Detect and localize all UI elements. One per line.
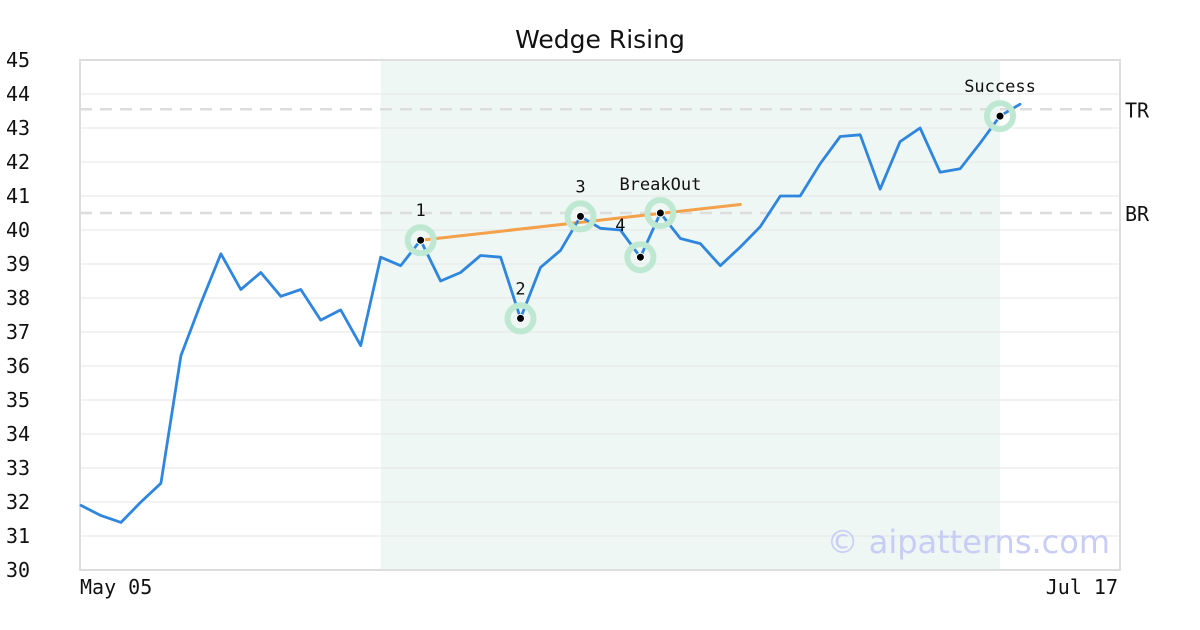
- y-tick-label: 35: [6, 388, 30, 412]
- marker-halo: [504, 302, 537, 335]
- annotation-label: BreakOut: [619, 175, 701, 195]
- y-tick-label: 31: [6, 524, 30, 548]
- marker-halo: [404, 224, 437, 257]
- y-tick-label: 33: [6, 456, 30, 480]
- marker-halo: [644, 197, 677, 229]
- annotation-label: Success: [964, 77, 1036, 97]
- watermark-text: © aipatterns.com: [827, 523, 1110, 561]
- y-tick-label: 30: [6, 558, 30, 582]
- y-tick-label: 38: [6, 286, 30, 310]
- highlight-band-layer: [380, 60, 1001, 570]
- y-tick-label: 36: [6, 354, 30, 378]
- y-tick-label: 39: [6, 252, 30, 276]
- grid-layer: [80, 93, 1120, 537]
- marker-point: [516, 313, 526, 323]
- annotation-label: 4: [615, 216, 625, 236]
- y-tick-label: 42: [6, 150, 30, 174]
- y-tick-label: 44: [6, 82, 30, 106]
- plot-frame: [79, 59, 1121, 571]
- pattern-highlight-band: [380, 60, 1001, 570]
- x-tick-labels: May 05 Jul 17: [80, 575, 1118, 599]
- annotation-label: 1: [416, 201, 426, 221]
- marker-point: [575, 211, 585, 221]
- y-tick-label: 34: [6, 422, 30, 446]
- chart-title: Wedge Rising: [515, 25, 685, 54]
- markers-layer: 1 2 3 4 BreakOut Success: [404, 77, 1036, 335]
- annotation-label: 3: [575, 177, 585, 197]
- marker-point: [416, 235, 426, 245]
- wedge-trendline: [419, 203, 742, 242]
- y-tick-label: 41: [6, 184, 30, 208]
- marker-halo: [624, 241, 657, 274]
- marker-halo: [564, 200, 597, 233]
- marker-halo: [984, 100, 1017, 133]
- reference-label-br: BR: [1125, 202, 1150, 226]
- reference-lines-layer: TR BR: [80, 98, 1150, 226]
- price-line: [79, 102, 1022, 524]
- marker-point: [655, 208, 665, 218]
- y-tick-label: 40: [6, 218, 30, 242]
- y-tick-label: 43: [6, 116, 30, 140]
- trendline-layer: [419, 203, 742, 242]
- marker-point: [995, 111, 1005, 121]
- y-tick-label: 37: [6, 320, 30, 344]
- price-line-layer: [79, 102, 1022, 524]
- x-tick-label: May 05: [80, 575, 152, 599]
- x-tick-label: Jul 17: [1046, 575, 1118, 599]
- reference-label-tr: TR: [1125, 98, 1150, 122]
- y-tick-label: 32: [6, 490, 30, 514]
- y-tick-label: 45: [6, 48, 30, 72]
- marker-point: [635, 252, 645, 262]
- y-tick-labels: 30 31 32 33 34 35 36 37 38 39 40 41 42 43 44 45: [6, 48, 30, 582]
- annotation-label: 2: [515, 279, 525, 299]
